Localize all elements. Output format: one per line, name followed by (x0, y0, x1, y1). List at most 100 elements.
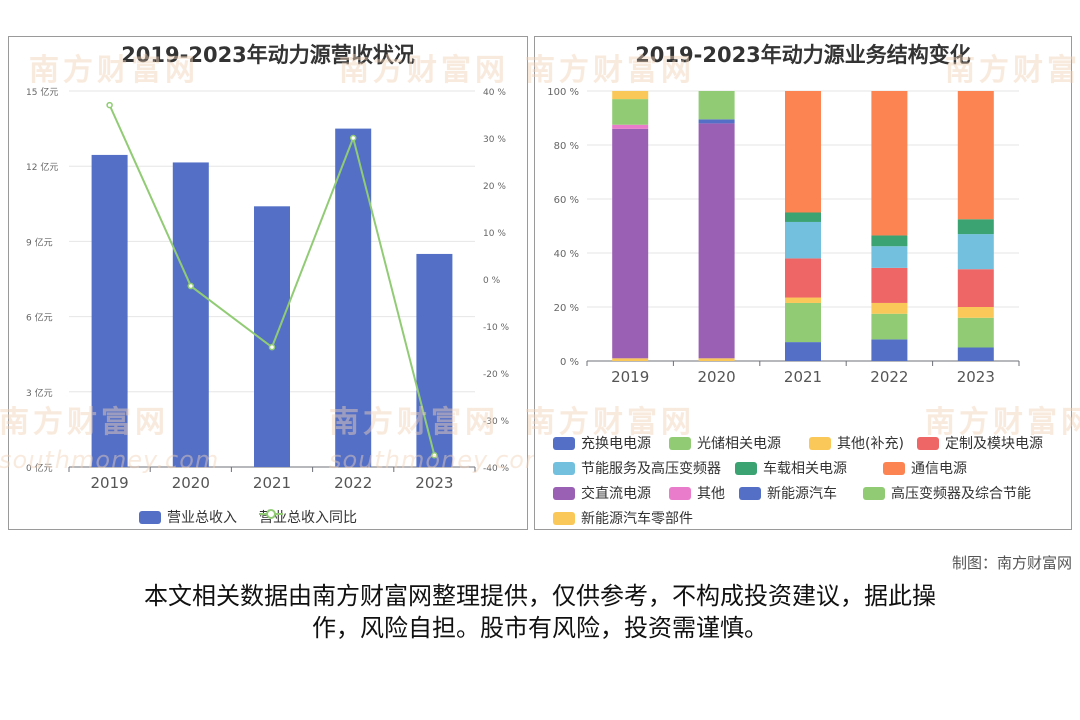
legend-swatch (553, 436, 575, 450)
stacked-segment (612, 358, 649, 361)
stacked-segment (612, 124, 649, 129)
legend-label: 节能服务及高压变频器 (581, 461, 721, 477)
stacked-segment (957, 234, 994, 270)
y-right-tick-label: 10 % (483, 229, 506, 239)
x-tick-label: 2020 (172, 474, 210, 492)
legend-label: 车载相关电源 (763, 461, 847, 477)
legend-item[interactable]: 充换电电源 (553, 433, 651, 453)
legend-item[interactable]: 定制及模块电源 (917, 433, 1043, 453)
y-tick-label: 20 % (554, 303, 579, 314)
structure-chart-title: 2019-2023年动力源业务结构变化 (635, 43, 971, 67)
y-left-tick-label: 12 亿元 (26, 161, 58, 173)
stacked-segment (785, 297, 821, 303)
y-left-tick-label: 9 亿元 (26, 236, 53, 248)
revenue-chart-title: 2019-2023年动力源营收状况 (121, 43, 415, 67)
y-tick-label: 80 % (554, 141, 579, 152)
legend-swatch-bar (139, 510, 161, 524)
x-tick-label: 2022 (334, 474, 372, 492)
stacked-segment (785, 212, 821, 222)
legend-swatch (739, 486, 761, 500)
legend-swatch (669, 486, 691, 500)
legend-swatch (553, 511, 575, 525)
legend-swatch (883, 461, 905, 475)
x-tick-label: 2020 (698, 368, 736, 386)
legend-item[interactable]: 光储相关电源 (669, 433, 781, 453)
stacked-segment (871, 246, 908, 268)
legend-item[interactable]: 高压变频器及综合节能 (863, 483, 1031, 503)
legend-item[interactable]: 新能源汽车零部件 (553, 508, 693, 528)
y-right-tick-label: -30 % (483, 417, 510, 427)
legend-item-revenue[interactable]: 营业总收入 (139, 507, 237, 527)
legend-label: 交直流电源 (581, 486, 651, 502)
y-left-tick-label: 6 亿元 (26, 312, 53, 324)
x-tick-label: 2021 (784, 368, 822, 386)
stacked-segment (612, 128, 649, 359)
stacked-segment (698, 91, 735, 120)
x-tick-label: 2019 (611, 368, 649, 386)
legend-item[interactable]: 车载相关电源 (735, 458, 847, 478)
revenue-bar (254, 206, 290, 467)
stacked-segment (871, 302, 908, 314)
stacked-segment (871, 267, 908, 303)
stacked-segment (957, 317, 994, 348)
y-left-tick-label: 0 亿元 (26, 462, 53, 474)
y-right-tick-label: -10 % (483, 323, 510, 333)
y-right-tick-label: -40 % (483, 464, 510, 474)
legend-label: 充换电电源 (581, 436, 651, 452)
stacked-segment (957, 219, 994, 235)
stacked-segment (957, 347, 994, 361)
stacked-segment (698, 123, 735, 359)
structure-chart-svg: 0 % 20 % 40 % 60 % 80 % 100 % 2019 2020 2021 2022… (547, 87, 1020, 386)
disclaimer: 本文相关数据由南方财富网整理提供，仅供参考，不构成投资建议，据此操 作，风险自担… (60, 580, 1020, 644)
stacked-segment (785, 342, 821, 361)
legend-label: 高压变频器及综合节能 (891, 486, 1031, 502)
stacked-segment (871, 313, 908, 340)
x-tick-label: 2023 (957, 368, 995, 386)
stacked-segment (871, 339, 908, 361)
stacked-segment (871, 235, 908, 247)
y-right-tick-label: 20 % (483, 182, 506, 192)
revenue-chart-panel: 0 亿元 3 亿元 6 亿元 9 亿元 12 亿元 15 亿元 -40 % -30 % -20 … (0, 36, 548, 530)
y-tick-label: 60 % (554, 195, 579, 206)
y-left-tick-label: 15 亿元 (26, 86, 58, 98)
legend-item-revenue-yoy[interactable]: 营业总收入同比 (259, 507, 357, 527)
legend-item[interactable]: 通信电源 (883, 458, 967, 478)
legend-swatch (669, 436, 691, 450)
y-right-tick-label: 0 % (483, 276, 501, 286)
stacked-segment (957, 307, 994, 318)
y-left-tick-label: 3 亿元 (26, 387, 53, 399)
legend-item[interactable]: 交直流电源 (553, 483, 651, 503)
stacked-segment (957, 91, 994, 220)
legend-swatch (917, 436, 939, 450)
legend-swatch (735, 461, 757, 475)
legend-label: 营业总收入 (167, 510, 237, 526)
disclaimer-line: 作，风险自担。股市有风险，投资需谨慎。 (312, 614, 768, 642)
legend-item[interactable]: 其他 (669, 483, 725, 503)
legend-item[interactable]: 新能源汽车 (739, 483, 837, 503)
revenue-bar (91, 154, 128, 468)
y-right-tick-label: -20 % (483, 370, 510, 380)
yoy-point (431, 452, 438, 459)
stacked-segment (957, 269, 994, 307)
legend-swatch (553, 461, 575, 475)
y-tick-label: 0 % (560, 357, 579, 368)
yoy-point (106, 101, 113, 109)
revenue-bar (172, 162, 209, 467)
stacked-segment (785, 302, 821, 343)
stacked-segment (698, 358, 735, 361)
legend-swatch-line (259, 509, 283, 519)
yoy-point (349, 134, 357, 142)
revenue-chart-svg: 0 亿元 3 亿元 6 亿元 9 亿元 12 亿元 15 亿元 -40 % -30 % -20 … (26, 86, 510, 492)
legend-label: 光储相关电源 (697, 436, 781, 452)
revenue-bar (335, 128, 372, 467)
legend-label: 新能源汽车零部件 (581, 511, 693, 527)
legend-label: 新能源汽车 (767, 486, 837, 502)
stacked-segment (785, 258, 821, 298)
x-tick-label: 2019 (91, 474, 129, 492)
legend-item[interactable]: 节能服务及高压变频器 (553, 458, 721, 478)
legend-item[interactable]: 其他(补充) (809, 433, 904, 453)
legend-swatch (553, 486, 575, 500)
legend-swatch (863, 486, 885, 500)
x-tick-label: 2021 (253, 474, 291, 492)
stacked-segment (698, 119, 735, 124)
